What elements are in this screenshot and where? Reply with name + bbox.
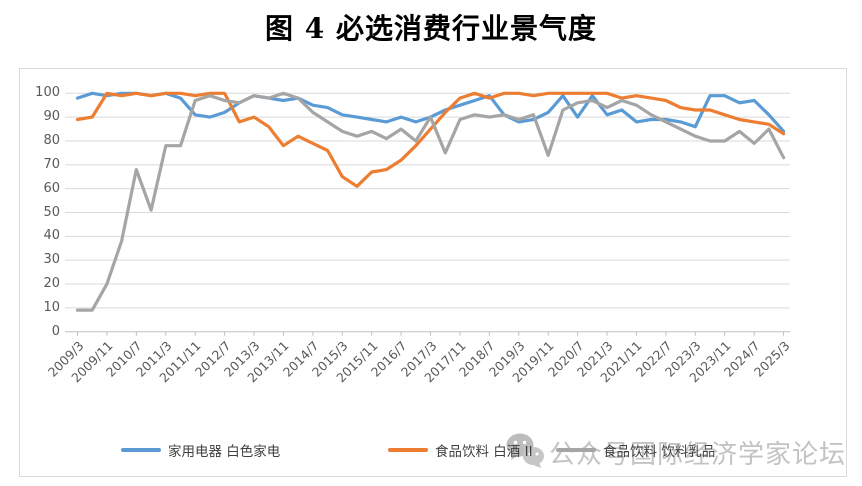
y-axis-label: 50 xyxy=(43,204,60,220)
y-axis-label: 30 xyxy=(43,252,60,268)
legend-label: 食品饮料 白酒 II xyxy=(435,444,533,460)
y-axis-label: 80 xyxy=(43,132,60,148)
legend-item-baijiu: 食品饮料 白酒 II xyxy=(388,441,533,460)
legend-marker-gray-line xyxy=(556,448,596,452)
y-axis-label: 20 xyxy=(43,276,60,292)
legend-item-white-goods: 家用电器 白色家电 xyxy=(121,441,281,460)
y-axis-label: 60 xyxy=(43,180,60,196)
y-axis-label: 40 xyxy=(43,228,60,244)
legend-item-beverage-dairy: 食品饮料 饮料乳品 xyxy=(556,441,716,460)
legend-marker-orange-line xyxy=(388,448,428,452)
legend-marker-blue-line xyxy=(121,448,161,452)
y-axis-label: 90 xyxy=(43,109,60,125)
y-axis-label: 0 xyxy=(51,323,60,339)
y-axis-label: 70 xyxy=(43,156,60,172)
chart-title: 图 4 必选消费行业景气度 xyxy=(265,12,597,45)
legend-label: 食品饮料 饮料乳品 xyxy=(603,444,716,460)
y-axis-label: 100 xyxy=(35,85,60,101)
chart-legend: 家用电器 白色家电 食品饮料 白酒 II 食品饮料 饮料乳品 xyxy=(0,441,862,461)
y-axis-label: 10 xyxy=(43,299,60,315)
legend-label: 家用电器 白色家电 xyxy=(168,444,281,460)
chart-border-box xyxy=(19,68,847,477)
